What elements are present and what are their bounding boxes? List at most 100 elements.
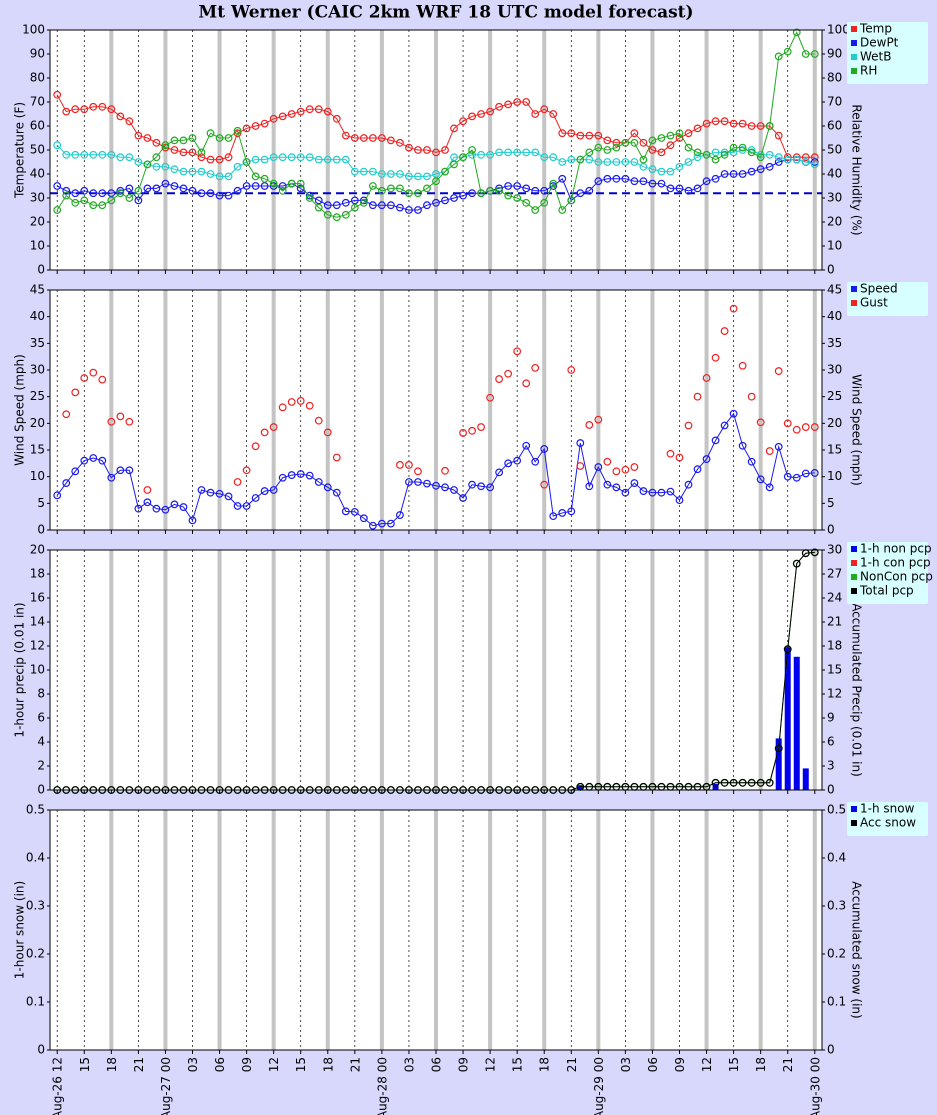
data-point — [468, 480, 476, 489]
legend-label: 1-h con pcp — [860, 556, 931, 570]
y-tick-label: 0 — [37, 783, 45, 797]
x-tick-label: 21 — [781, 1057, 795, 1072]
data-point — [540, 153, 549, 162]
data-point — [441, 466, 449, 475]
data-point — [134, 504, 143, 513]
x-tick-label: 03 — [402, 1057, 416, 1072]
data-point — [450, 160, 458, 169]
data-point — [80, 456, 89, 465]
data-point — [702, 455, 711, 463]
data-point — [341, 507, 350, 516]
data-point — [729, 409, 738, 418]
data-point — [134, 186, 143, 195]
data-point — [224, 134, 233, 142]
data-point — [423, 184, 431, 193]
data-point — [170, 500, 179, 509]
x-tick-label: Aug-28 00 — [375, 1057, 389, 1115]
data-point — [612, 174, 621, 183]
x-tick-label: 18 — [754, 1057, 768, 1072]
data-point — [89, 201, 98, 210]
data-point — [702, 119, 711, 128]
data-point — [477, 482, 485, 491]
data-point — [603, 158, 612, 166]
legend-swatch — [851, 54, 857, 60]
data-point — [675, 129, 684, 138]
data-point — [197, 189, 206, 198]
y-tick-label: 16 — [30, 591, 45, 605]
data-point — [747, 392, 756, 401]
series-line — [56, 159, 815, 211]
data-point — [783, 47, 792, 56]
data-point — [62, 191, 71, 200]
plot-frame — [49, 29, 823, 271]
data-point — [405, 478, 413, 486]
data-point — [269, 486, 278, 494]
data-point — [513, 182, 522, 190]
data-point — [305, 194, 314, 202]
data-point — [522, 98, 531, 106]
data-point — [693, 184, 702, 193]
data-point — [495, 375, 504, 383]
data-point — [405, 206, 413, 214]
data-point — [738, 361, 747, 370]
y2-tick-label: 80 — [827, 71, 842, 85]
data-point — [341, 198, 350, 207]
data-point — [359, 196, 368, 205]
y2-tick-label: 20 — [827, 416, 842, 430]
data-point — [801, 423, 810, 431]
data-point — [666, 131, 675, 140]
data-point — [711, 436, 720, 445]
data-point — [387, 136, 395, 145]
data-point — [765, 447, 774, 455]
data-point — [639, 487, 648, 495]
data-point — [711, 155, 720, 164]
data-point — [98, 201, 107, 210]
x-tick-label: 15 — [294, 1057, 308, 1072]
data-point — [296, 179, 305, 188]
data-point — [450, 124, 458, 133]
series-line — [56, 412, 815, 527]
data-point — [603, 174, 612, 183]
data-point — [341, 131, 350, 140]
data-point — [774, 367, 783, 375]
data-point — [296, 107, 305, 116]
data-point — [531, 457, 540, 466]
data-point — [206, 129, 215, 138]
data-point — [215, 489, 224, 498]
data-point — [161, 179, 170, 188]
plot-frame — [49, 289, 823, 531]
y-tick-label: 80 — [30, 71, 45, 85]
y2-tick-label: 0 — [827, 783, 835, 797]
y2-tick-label: 15 — [827, 443, 842, 457]
data-point — [576, 131, 585, 140]
data-point — [594, 177, 603, 186]
data-point — [98, 375, 107, 384]
y-tick-label: 18 — [30, 567, 45, 581]
data-point — [432, 198, 440, 207]
y2-tick-label: 10 — [827, 239, 842, 253]
legend-swatch — [851, 806, 857, 812]
data-point — [540, 105, 549, 114]
data-point — [459, 153, 467, 162]
data-point — [71, 150, 80, 159]
data-point — [278, 153, 287, 162]
data-point — [405, 143, 413, 152]
data-point — [603, 136, 612, 145]
data-point — [423, 479, 431, 488]
y2-tick-label: 15 — [827, 663, 842, 677]
data-point — [477, 110, 485, 118]
y-tick-label: 0 — [37, 263, 45, 277]
data-point — [134, 196, 143, 205]
y-tick-label: 6 — [37, 711, 45, 725]
legend-swatch — [851, 286, 857, 292]
data-point — [377, 170, 386, 178]
data-point — [630, 463, 639, 471]
y2-tick-label: 45 — [827, 283, 842, 297]
data-point — [359, 167, 368, 176]
data-point — [558, 158, 567, 166]
data-point — [477, 189, 485, 198]
data-point — [783, 472, 792, 481]
plot-frame — [49, 549, 823, 791]
y2-tick-label: 70 — [827, 95, 842, 109]
